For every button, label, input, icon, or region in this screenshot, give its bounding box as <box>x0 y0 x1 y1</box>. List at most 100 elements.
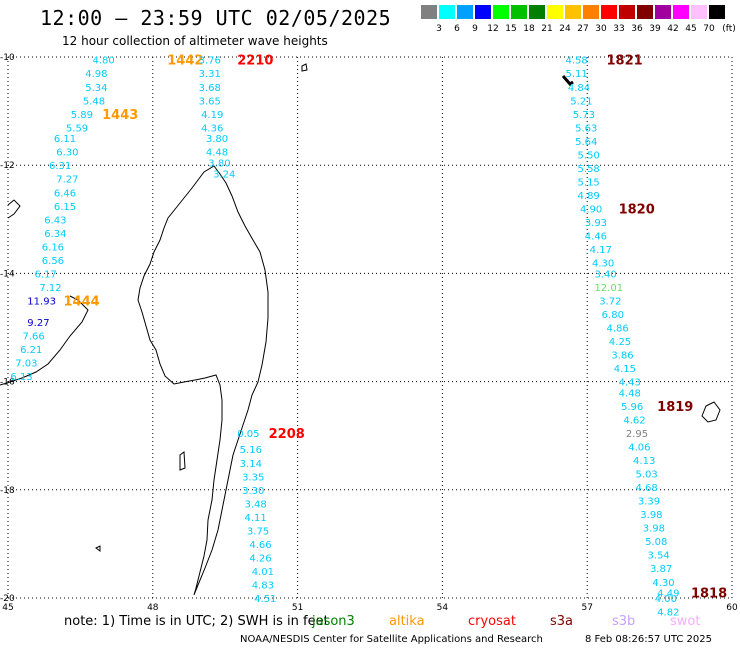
pass-time-label: 1443 <box>102 108 138 123</box>
wave-height-label: 5.03 <box>635 470 657 481</box>
wave-height-label: 4.66 <box>249 540 271 551</box>
legend-swatch <box>565 5 581 19</box>
wave-height-label: 6.16 <box>42 242 64 253</box>
latitude-tick-label: -12 <box>0 161 15 171</box>
wave-height-label: 5.58 <box>578 164 600 175</box>
pass-time-label: 1819 <box>657 400 693 415</box>
satellite-tracks: 4.80 4.98 5.34 5.48 5.89 5.596.11 6.30 6.31 7.27… <box>10 54 727 619</box>
wave-height-label: 4.26 <box>249 553 271 564</box>
longitude-tick-label: 60 <box>726 603 738 613</box>
europa-island <box>179 451 186 471</box>
wave-height-label: 7.66 <box>22 332 44 343</box>
wave-height-label: 5.21 <box>570 96 592 107</box>
wave-height-label: 4.49 <box>657 589 679 600</box>
wave-height-label: 5.48 <box>83 96 105 107</box>
wave-height-label: 3.24 <box>213 169 235 180</box>
wave-height-label: 5.64 <box>575 137 597 148</box>
wave-height-label: 3.48 <box>245 499 267 510</box>
tromelin-track-mark <box>561 75 574 86</box>
wave-height-label: 7.03 <box>15 359 37 370</box>
satellite-name: s3a <box>550 614 574 629</box>
wave-height-label: 4.48 <box>619 388 641 399</box>
pass-time-label: 1821 <box>607 54 643 69</box>
legend-swatch <box>673 5 689 19</box>
wave-height-label: 3.39 <box>638 497 660 508</box>
latitude-tick-label: -14 <box>0 269 15 279</box>
wave-height-label: 4.62 <box>623 415 645 426</box>
pass-time-label: 1442 <box>167 54 203 69</box>
pass-time-label: 2210 <box>237 54 273 69</box>
wave-height-label: 5.15 <box>578 177 600 188</box>
madagascar-coastline <box>137 165 269 596</box>
page-subtitle: 12 hour collection of altimeter wave hei… <box>62 34 328 48</box>
wave-height-label: 5.89 <box>71 110 93 121</box>
wave-height-label: 3.68 <box>199 83 221 94</box>
wave-height-label: 4.58 <box>565 56 587 67</box>
comoros-island <box>301 63 308 72</box>
wave-height-label: 5.73 <box>573 110 595 121</box>
longitude-tick-label: 48 <box>147 603 159 613</box>
page-title: 12:00 – 23:59 UTC 02/05/2025 <box>40 6 392 30</box>
wave-height-label: 11.93 <box>27 296 56 307</box>
latitude-tick-label: -16 <box>0 378 15 388</box>
legend-tick-label: 15 <box>505 24 517 34</box>
legend-swatch <box>511 5 527 19</box>
wave-height-label: 5.08 <box>645 537 667 548</box>
legend-swatch <box>601 5 617 19</box>
wave-height-label: 4.68 <box>635 483 657 494</box>
coastline <box>0 63 721 596</box>
wave-height-label: 4.89 <box>578 191 600 202</box>
wave-height-label: 5.63 <box>575 123 597 134</box>
legend-swatch <box>619 5 635 19</box>
wave-height-label: 6.21 <box>20 345 42 356</box>
wave-height-label: 5.50 <box>578 150 600 161</box>
latitude-tick-label: -20 <box>0 594 15 604</box>
legend-swatch <box>475 5 491 19</box>
legend-swatch <box>547 5 563 19</box>
africa-coastline <box>0 199 89 386</box>
generated-timestamp: 8 Feb 08:26:57 UTC 2025 <box>585 634 712 645</box>
pass-time-label: 2208 <box>269 427 305 442</box>
wave-height-label: 4.48 <box>206 148 228 159</box>
wave-height-label: 4.98 <box>85 69 107 80</box>
wave-height-label: 5.11 <box>565 69 587 80</box>
wave-height-label: 3.31 <box>199 69 221 80</box>
wave-height-label: 4.90 <box>580 204 602 215</box>
wave-height-label: 6.31 <box>49 161 71 172</box>
legend-tick-label: 12 <box>487 24 499 34</box>
juan-de-nova-island <box>95 545 101 552</box>
legend-unit: (ft) <box>722 24 736 34</box>
wave-height-label: 6.11 <box>54 134 76 145</box>
wave-height-label: 4.06 <box>628 443 650 454</box>
wave-height-label: 4.51 <box>254 594 276 605</box>
wave-height-label: 4.11 <box>245 513 267 524</box>
wave-height-label: 4.84 <box>568 83 590 94</box>
wave-height-label: 3.30 <box>242 486 264 497</box>
satellite-name: cryosat <box>468 614 516 629</box>
credit-line: NOAA/NESDIS Center for Satellite Applica… <box>240 634 543 645</box>
legend-swatch <box>457 5 473 19</box>
legend-swatch <box>655 5 671 19</box>
wave-height-label: 3.54 <box>648 551 670 562</box>
wave-height-label: 0.05 <box>237 429 259 440</box>
legend-tick-label: 27 <box>577 24 589 34</box>
legend-swatch <box>691 5 707 19</box>
legend-swatch <box>421 5 437 19</box>
satellite-name: swot <box>670 614 701 629</box>
wave-height-label: 4.30 <box>592 259 614 270</box>
satellite-name: s3b <box>612 614 636 629</box>
legend-tick-label: 21 <box>541 24 553 34</box>
lat-lon-grid <box>7 56 733 599</box>
wave-height-label: 3.98 <box>640 510 662 521</box>
wave-height-label: 4.86 <box>607 324 629 335</box>
wave-height-label: 7.27 <box>56 175 78 186</box>
satellite-name: altika <box>389 614 425 629</box>
legend-tick-label: 45 <box>685 24 697 34</box>
pass-time-label: 1444 <box>64 294 100 309</box>
footnote: note: 1) Time is in UTC; 2) SWH is in fe… <box>64 614 329 629</box>
pass-time-label: 1820 <box>619 202 655 217</box>
legend-swatch <box>493 5 509 19</box>
wave-height-label: 5.34 <box>85 83 107 94</box>
wave-height-label: 3.87 <box>650 564 672 575</box>
